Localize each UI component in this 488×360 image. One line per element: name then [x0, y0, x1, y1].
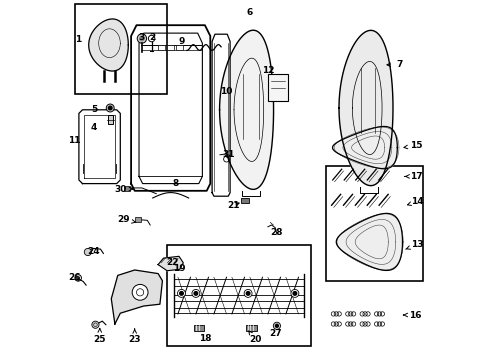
Text: 24: 24 [87, 248, 100, 256]
Bar [176, 45, 183, 50]
Circle shape [84, 248, 91, 256]
Circle shape [246, 292, 249, 295]
Text: 10: 10 [220, 87, 232, 96]
Text: 1: 1 [75, 35, 81, 44]
Text: 22: 22 [166, 258, 179, 267]
Bar [241, 198, 248, 203]
Circle shape [132, 284, 148, 300]
Text: 17: 17 [404, 172, 422, 181]
Bar [267, 74, 287, 101]
Circle shape [292, 292, 296, 295]
Circle shape [179, 292, 183, 295]
Bar [167, 245, 310, 346]
Circle shape [140, 36, 144, 41]
Circle shape [108, 106, 112, 110]
Text: 3: 3 [139, 33, 145, 42]
Text: 18: 18 [198, 334, 211, 343]
Text: 19: 19 [172, 264, 185, 273]
Circle shape [275, 324, 278, 327]
Bar [325, 166, 422, 281]
Polygon shape [111, 270, 162, 324]
Circle shape [273, 322, 280, 329]
Text: 28: 28 [270, 228, 283, 237]
Polygon shape [219, 30, 273, 189]
Bar [246, 325, 257, 331]
Circle shape [106, 104, 114, 112]
Polygon shape [338, 30, 392, 186]
Text: 15: 15 [403, 141, 422, 150]
Bar [158, 45, 165, 50]
Text: 25: 25 [93, 329, 106, 343]
Circle shape [244, 289, 251, 297]
Polygon shape [88, 19, 128, 71]
Bar [75, 4, 167, 94]
Polygon shape [158, 256, 183, 271]
Text: 23: 23 [128, 329, 141, 343]
Text: 8: 8 [173, 179, 179, 188]
Text: 31: 31 [222, 150, 234, 159]
Text: 6: 6 [246, 8, 252, 17]
Circle shape [194, 292, 197, 295]
Text: 5: 5 [91, 105, 97, 114]
Text: 7: 7 [386, 60, 402, 69]
Circle shape [137, 34, 146, 43]
Text: 2: 2 [149, 33, 156, 42]
Text: 13: 13 [405, 240, 423, 249]
Text: 26: 26 [68, 273, 81, 282]
Text: 9: 9 [178, 37, 184, 46]
Text: 14: 14 [407, 197, 423, 206]
Bar [194, 325, 204, 331]
Text: 20: 20 [248, 331, 261, 344]
Polygon shape [332, 126, 397, 169]
Bar [135, 217, 141, 222]
Text: 12: 12 [261, 66, 274, 75]
Text: 21: 21 [227, 201, 240, 210]
Text: 30: 30 [114, 184, 132, 194]
Circle shape [92, 321, 99, 328]
Bar [167, 45, 174, 50]
Circle shape [192, 289, 200, 297]
Polygon shape [336, 213, 402, 270]
Text: 16: 16 [403, 310, 421, 320]
Text: 11: 11 [68, 136, 81, 145]
Circle shape [177, 289, 185, 297]
Bar [108, 115, 113, 124]
Circle shape [290, 289, 298, 297]
Text: 4: 4 [91, 123, 97, 132]
Text: 29: 29 [117, 215, 136, 224]
Text: 27: 27 [268, 328, 281, 338]
Bar [123, 186, 130, 191]
